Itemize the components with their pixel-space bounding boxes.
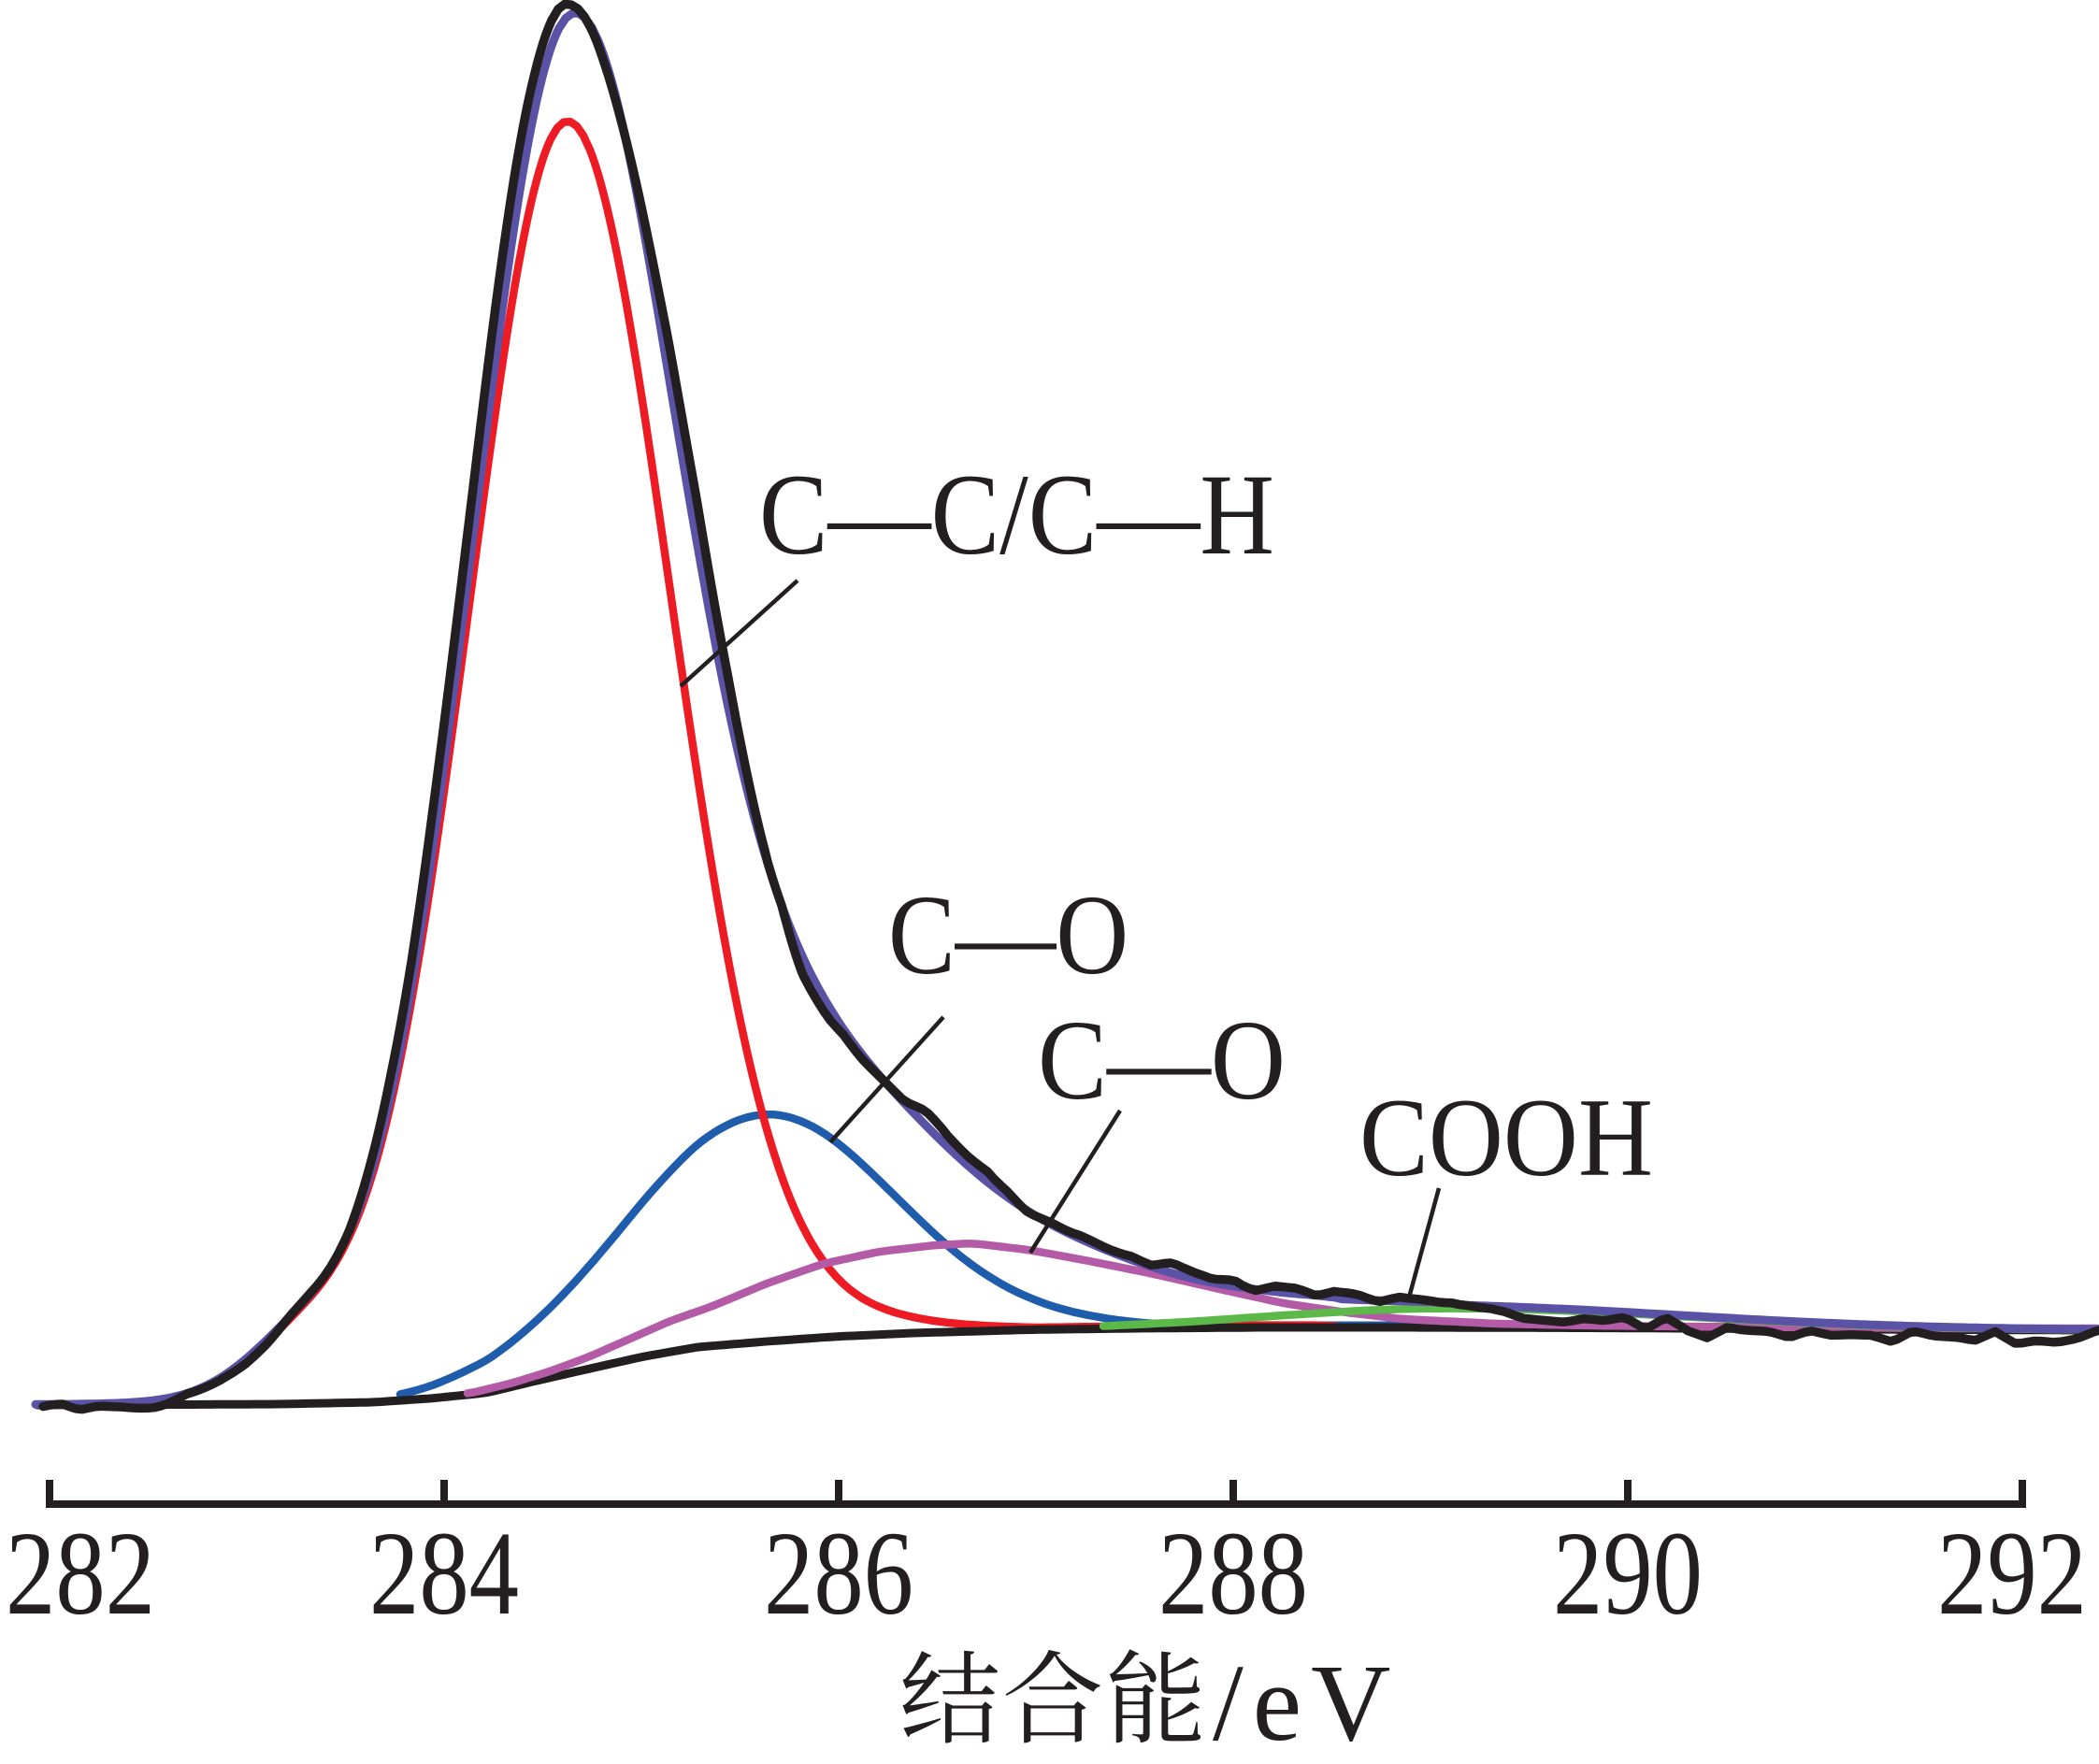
- svg-text:286: 286: [764, 1507, 913, 1640]
- svg-text:/eV: /eV: [1213, 1642, 1400, 1764]
- svg-text:290: 290: [1553, 1507, 1703, 1640]
- svg-text:284: 284: [369, 1507, 519, 1640]
- svg-text:COOH: COOH: [1359, 1075, 1653, 1199]
- svg-text:288: 288: [1158, 1507, 1308, 1640]
- svg-text:282: 282: [6, 1507, 155, 1640]
- svg-text:C—O: C—O: [888, 872, 1129, 998]
- svg-text:C—C/C—H: C—C/C—H: [759, 451, 1274, 579]
- svg-text:C—O: C—O: [1038, 997, 1286, 1124]
- svg-text:292: 292: [1937, 1507, 2087, 1640]
